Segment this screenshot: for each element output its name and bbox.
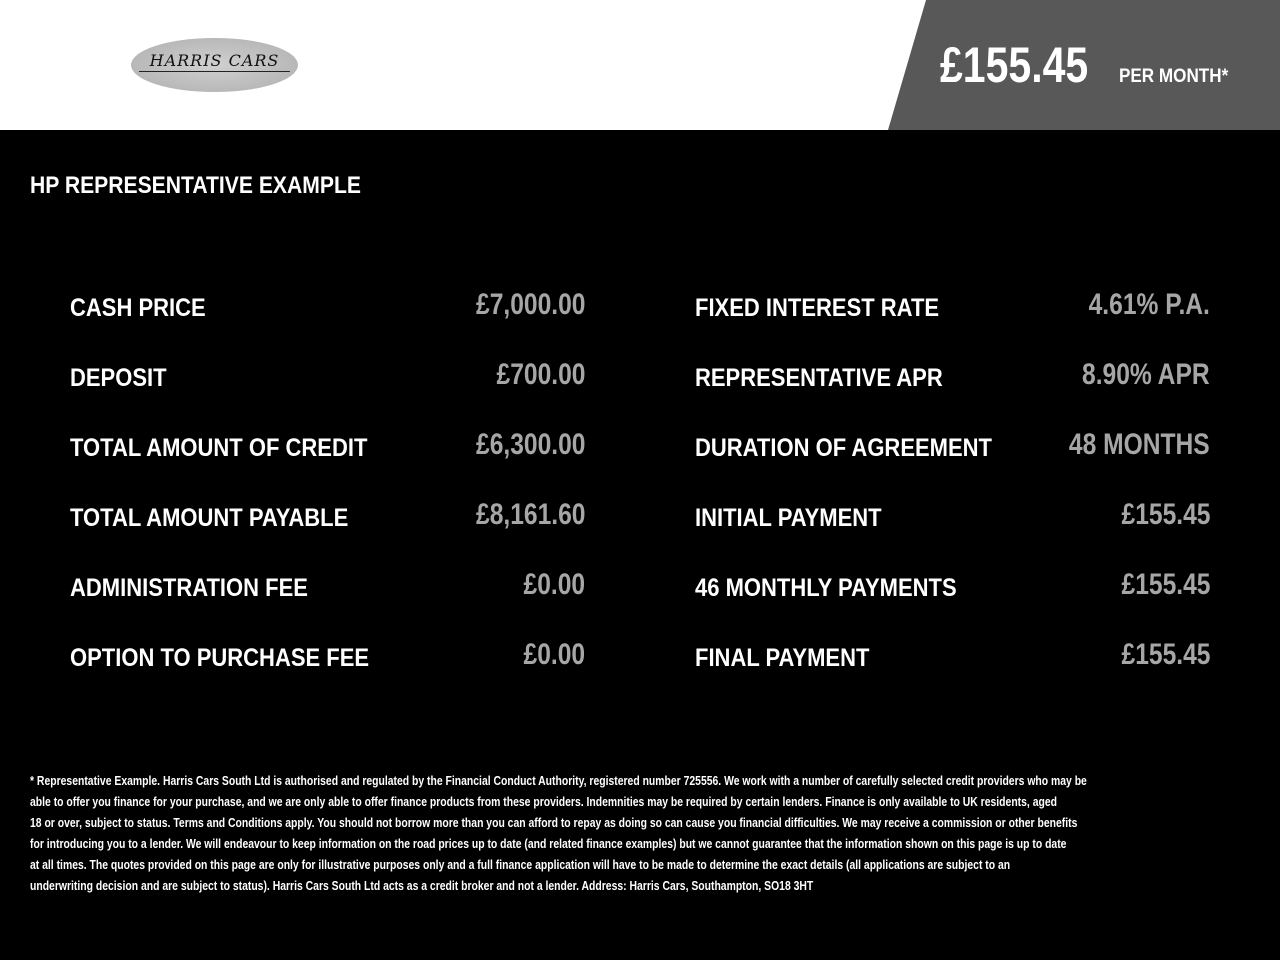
row-interest-rate: FIXED INTEREST RATE 4.61% P.A.	[695, 288, 1210, 328]
per-month-label: PER MONTH*	[1119, 66, 1229, 87]
row-value: 48 MONTHS	[1069, 428, 1210, 461]
row-duration: DURATION OF AGREEMENT 48 MONTHS	[695, 428, 1210, 468]
section-title: HP REPRESENTATIVE EXAMPLE	[30, 172, 361, 199]
row-value: £6,300.00	[475, 428, 585, 461]
row-value: £0.00	[523, 638, 585, 671]
row-final-payment: FINAL PAYMENT £155.45	[695, 638, 1210, 678]
row-value: £155.45	[1121, 498, 1210, 531]
row-label: CASH PRICE	[70, 294, 206, 322]
row-admin-fee: ADMINISTRATION FEE £0.00	[70, 568, 585, 608]
header: HARRIS CARS £155.45 PER MONTH*	[0, 0, 1280, 130]
row-total-credit: TOTAL AMOUNT OF CREDIT £6,300.00	[70, 428, 585, 468]
row-label: TOTAL AMOUNT PAYABLE	[70, 504, 349, 532]
row-deposit: DEPOSIT £700.00	[70, 358, 585, 398]
row-option-fee: OPTION TO PURCHASE FEE £0.00	[70, 638, 585, 678]
row-value: 4.61% P.A.	[1088, 288, 1210, 321]
row-value: £0.00	[523, 568, 585, 601]
disclaimer-line: * Representative Example. Harris Cars So…	[30, 773, 1087, 788]
harris-cars-logo[interactable]: HARRIS CARS	[131, 38, 298, 92]
row-label: FINAL PAYMENT	[695, 644, 870, 672]
logo-text: HARRIS CARS	[149, 51, 280, 70]
row-label: REPRESENTATIVE APR	[695, 364, 943, 392]
row-label: TOTAL AMOUNT OF CREDIT	[70, 434, 368, 462]
row-apr: REPRESENTATIVE APR 8.90% APR	[695, 358, 1210, 398]
row-value: £155.45	[1121, 638, 1210, 671]
row-label: DEPOSIT	[70, 364, 167, 392]
row-monthly-payments: 46 MONTHLY PAYMENTS £155.45	[695, 568, 1210, 608]
row-label: ADMINISTRATION FEE	[70, 574, 308, 602]
row-cash-price: CASH PRICE £7,000.00	[70, 288, 585, 328]
disclaimer-line: 18 or over, subject to status. Terms and…	[30, 815, 1078, 830]
row-label: DURATION OF AGREEMENT	[695, 434, 992, 462]
row-value: £155.45	[1121, 568, 1210, 601]
disclaimer-line: at all times. The quotes provided on thi…	[30, 857, 1011, 872]
disclaimer-line: for introducing you to a lender. We will…	[30, 836, 1067, 851]
monthly-price: £155.45	[940, 37, 1089, 93]
row-value: 8.90% APR	[1082, 358, 1210, 391]
row-total-payable: TOTAL AMOUNT PAYABLE £8,161.60	[70, 498, 585, 538]
row-label: OPTION TO PURCHASE FEE	[70, 644, 370, 672]
monthly-price-panel	[888, 0, 1280, 130]
row-label: INITIAL PAYMENT	[695, 504, 882, 532]
row-value: £8,161.60	[475, 498, 585, 531]
logo-underline	[139, 71, 290, 72]
disclaimer: * Representative Example. Harris Cars So…	[30, 770, 1280, 896]
row-label: FIXED INTEREST RATE	[695, 294, 940, 322]
row-value: £700.00	[496, 358, 585, 391]
row-initial-payment: INITIAL PAYMENT £155.45	[695, 498, 1210, 538]
row-label: 46 MONTHLY PAYMENTS	[695, 574, 957, 602]
row-value: £7,000.00	[475, 288, 585, 321]
disclaimer-line: able to offer you finance for your purch…	[30, 794, 1057, 809]
disclaimer-line: underwriting decision and are subject to…	[30, 878, 814, 893]
